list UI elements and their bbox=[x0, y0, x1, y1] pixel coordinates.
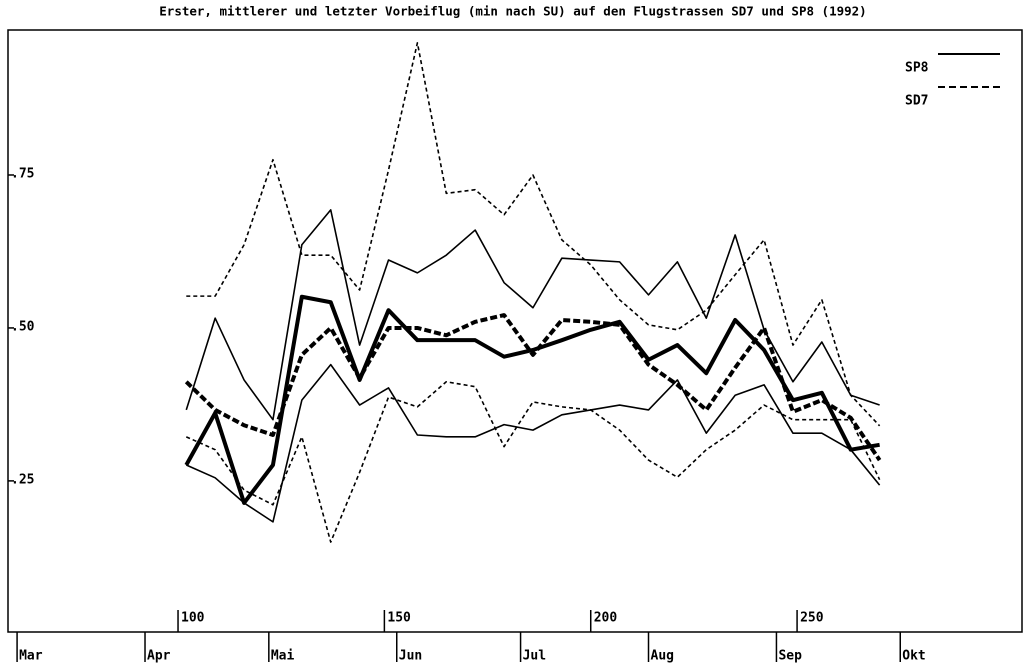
series-line bbox=[185, 380, 881, 543]
y-tick-label: .75 bbox=[11, 166, 34, 181]
plot-frame bbox=[7, 29, 1023, 633]
month-label: Jun bbox=[399, 649, 422, 664]
month-label: Mar bbox=[19, 649, 43, 664]
x-tick-label: 250 bbox=[800, 611, 824, 626]
month-label: Aug bbox=[651, 649, 674, 664]
series-line bbox=[185, 363, 881, 523]
month-label: Sep bbox=[778, 649, 802, 664]
y-tick-label: .25 bbox=[11, 472, 34, 487]
x-tick-label: 150 bbox=[387, 611, 411, 626]
series-line bbox=[186, 42, 881, 427]
legend-label: SP8 bbox=[905, 61, 929, 76]
x-tick-label: 200 bbox=[594, 611, 618, 626]
month-label: Okt bbox=[902, 649, 925, 664]
series-line bbox=[184, 294, 880, 505]
x-tick-label: 100 bbox=[181, 611, 205, 626]
series-line bbox=[184, 313, 882, 462]
month-label: Jul bbox=[523, 649, 546, 664]
legend-label: SD7 bbox=[905, 94, 928, 109]
month-label: Apr bbox=[147, 649, 171, 664]
chart-title: Erster, mittlerer und letzter Vorbeiflug… bbox=[159, 4, 866, 19]
y-tick-label: .50 bbox=[11, 319, 35, 334]
month-label: Mai bbox=[271, 649, 295, 664]
